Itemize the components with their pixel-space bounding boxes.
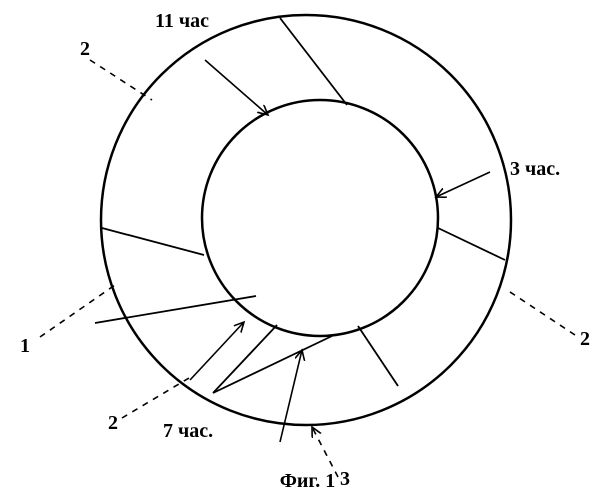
label-2-top: 2 <box>80 38 90 61</box>
label-2-right: 2 <box>580 328 590 351</box>
label-7h: 7 час. <box>163 420 213 443</box>
label-2-bl: 2 <box>108 412 118 435</box>
label-11h: 11 час <box>155 10 209 33</box>
diagram-svg <box>0 0 615 500</box>
figure-wrap: 1 2 2 2 3 11 час 3 час. 7 час. Фиг. 1 <box>0 0 615 500</box>
label-1: 1 <box>20 335 30 358</box>
label-3h: 3 час. <box>510 158 560 181</box>
figure-caption: Фиг. 1 <box>0 470 615 493</box>
